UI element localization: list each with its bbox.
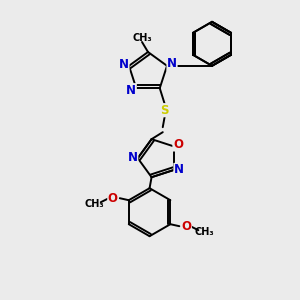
Text: CH₃: CH₃ [132,33,152,43]
Text: CH₃: CH₃ [194,227,214,237]
Text: O: O [108,192,118,205]
Text: O: O [182,220,191,233]
Text: N: N [126,84,136,97]
Text: S: S [160,104,169,117]
Text: CH₃: CH₃ [85,199,105,209]
Text: O: O [173,138,183,151]
Text: N: N [167,57,177,70]
Text: N: N [119,58,129,71]
Text: N: N [174,164,184,176]
Text: N: N [128,151,138,164]
